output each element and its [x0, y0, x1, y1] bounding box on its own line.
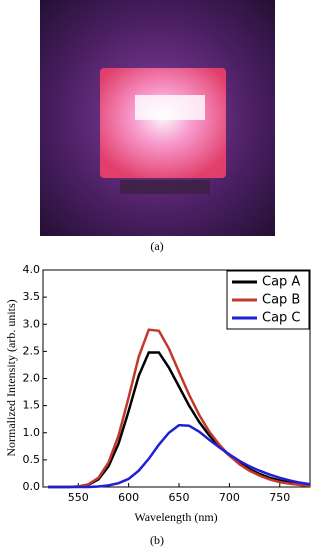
caption: (a) — [150, 239, 163, 253]
line — [48, 423, 311, 489]
y-tick-label: 3.0 — [23, 317, 41, 330]
x-tick-label: 650 — [169, 491, 190, 504]
legend-label: Cap A — [262, 275, 300, 290]
photo — [40, 0, 275, 236]
line — [48, 328, 311, 489]
legend-label: Cap C — [262, 311, 301, 326]
x-tick-label: 750 — [269, 491, 290, 504]
legend-label: Cap B — [262, 293, 300, 308]
x-axis-label: Wavelength (nm) — [134, 510, 217, 524]
x-tick-label: 700 — [219, 491, 240, 504]
y-tick-label: 0.5 — [23, 453, 41, 466]
y-tick-label: 1.0 — [23, 426, 41, 439]
y-tick-label: 2.5 — [23, 344, 41, 357]
y-tick-label: 0.0 — [23, 480, 41, 493]
x-tick-label: 600 — [118, 491, 139, 504]
y-tick-label: 4.0 — [23, 263, 41, 276]
y-tick-label: 2.0 — [23, 372, 41, 385]
caption: (b) — [150, 533, 164, 547]
y-tick-label: 1.5 — [23, 399, 41, 412]
y-axis-label: Normalized Intensity (arb. units) — [4, 299, 18, 456]
y-tick-label: 3.5 — [23, 290, 41, 303]
x-tick-label: 550 — [68, 491, 89, 504]
